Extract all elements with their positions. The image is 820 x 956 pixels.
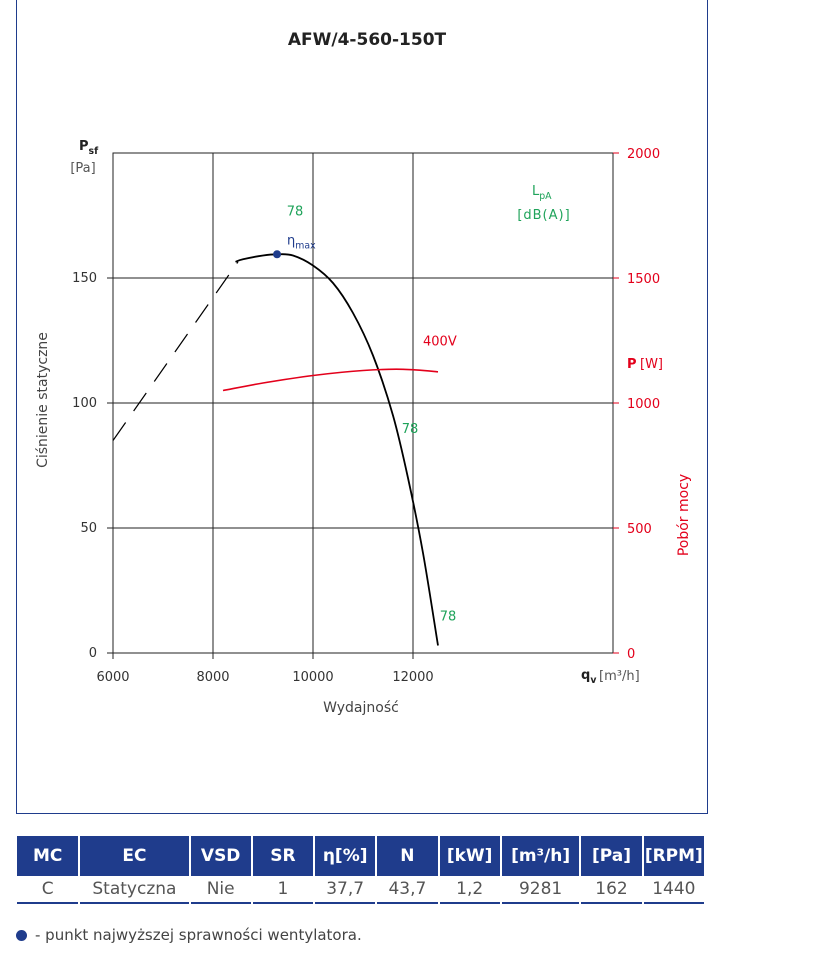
- header-mc: MC: [17, 836, 79, 876]
- y-tick-label: 100: [72, 396, 97, 411]
- y2-axis-unit: [W]: [640, 357, 663, 372]
- x-tick-label: 6000: [96, 670, 129, 685]
- header-vsd: VSD: [190, 836, 251, 876]
- x-tick-label: 8000: [196, 670, 229, 685]
- y-tick-label: 50: [80, 521, 97, 536]
- chart-frame: AFW/4-560-150T 6000 8000 10000 12000 0 50 100 15…: [16, 0, 708, 814]
- y2-tick-label: 2000: [627, 147, 660, 162]
- cell-eta: 37,7: [315, 876, 376, 904]
- header-rpm: [RPM]: [643, 836, 704, 876]
- legend-note: - punkt najwyższej sprawności wentylator…: [16, 926, 362, 944]
- eta-max-label: ηmax: [287, 233, 316, 251]
- x-tick-label: 10000: [292, 670, 333, 685]
- cell-flow: 9281: [501, 876, 580, 904]
- y2-tick-label: 0: [627, 647, 635, 662]
- x-axis-symbol: qv: [581, 668, 596, 686]
- noise-value-label: 78: [440, 610, 457, 625]
- cell-sr: 1: [252, 876, 314, 904]
- y-tick-label: 150: [72, 271, 97, 286]
- pressure-curve: [235, 253, 439, 646]
- power-curve-label: 400V: [423, 335, 457, 350]
- header-pa: [Pa]: [581, 836, 642, 876]
- noise-value-label: 78: [287, 205, 304, 220]
- cell-mc: C: [17, 876, 79, 904]
- noise-label-unit: [dB(A)]: [517, 208, 570, 223]
- legend-note-text: - punkt najwyższej sprawności wentylator…: [35, 926, 362, 944]
- cell-rpm: 1440: [643, 876, 704, 904]
- noise-label-symbol: LpA: [532, 184, 552, 202]
- y2-tick-label: 500: [627, 522, 652, 537]
- header-n: N: [377, 836, 438, 876]
- header-kw: [kW]: [439, 836, 500, 876]
- header-ec: EC: [80, 836, 189, 876]
- cell-ec: Statyczna: [80, 876, 189, 904]
- header-flow: [m³/h]: [501, 836, 580, 876]
- y2-axis-label: Pobór mocy: [676, 474, 692, 556]
- eta-max-point: [273, 250, 282, 259]
- x-tick-label: 12000: [392, 670, 433, 685]
- eta-max-dot-icon: [16, 929, 27, 941]
- header-sr: SR: [252, 836, 314, 876]
- y2-tick-label: 1500: [627, 272, 660, 287]
- y-tick-label: 0: [89, 646, 97, 661]
- pressure-curve-dashed: [112, 261, 239, 441]
- x-axis-unit: [m³/h]: [599, 669, 640, 684]
- cell-vsd: Nie: [190, 876, 251, 904]
- noise-value-label: 78: [402, 422, 419, 437]
- cell-pa: 162: [581, 876, 642, 904]
- y-axis-label: Ciśnienie statyczne: [35, 332, 51, 468]
- y-axis-symbol: Psf: [79, 139, 99, 157]
- spec-table: MC EC VSD SR η[%] N [kW] [m³/h] [Pa] [RP…: [15, 836, 706, 904]
- chart-title: AFW/4-560-150T: [288, 30, 447, 50]
- power-curve: [222, 368, 439, 392]
- cell-n: 43,7: [377, 876, 438, 904]
- y2-axis-symbol: P: [627, 357, 637, 372]
- x-axis-label: Wydajność: [323, 700, 399, 716]
- spec-table-header-row: MC EC VSD SR η[%] N [kW] [m³/h] [Pa] [RP…: [17, 836, 704, 876]
- header-eta: η[%]: [315, 836, 376, 876]
- y2-tick-label: 1000: [627, 397, 660, 412]
- cell-kw: 1,2: [439, 876, 500, 904]
- y-axis-unit: [Pa]: [70, 161, 95, 176]
- spec-table-row: C Statyczna Nie 1 37,7 43,7 1,2 9281 162…: [17, 876, 704, 904]
